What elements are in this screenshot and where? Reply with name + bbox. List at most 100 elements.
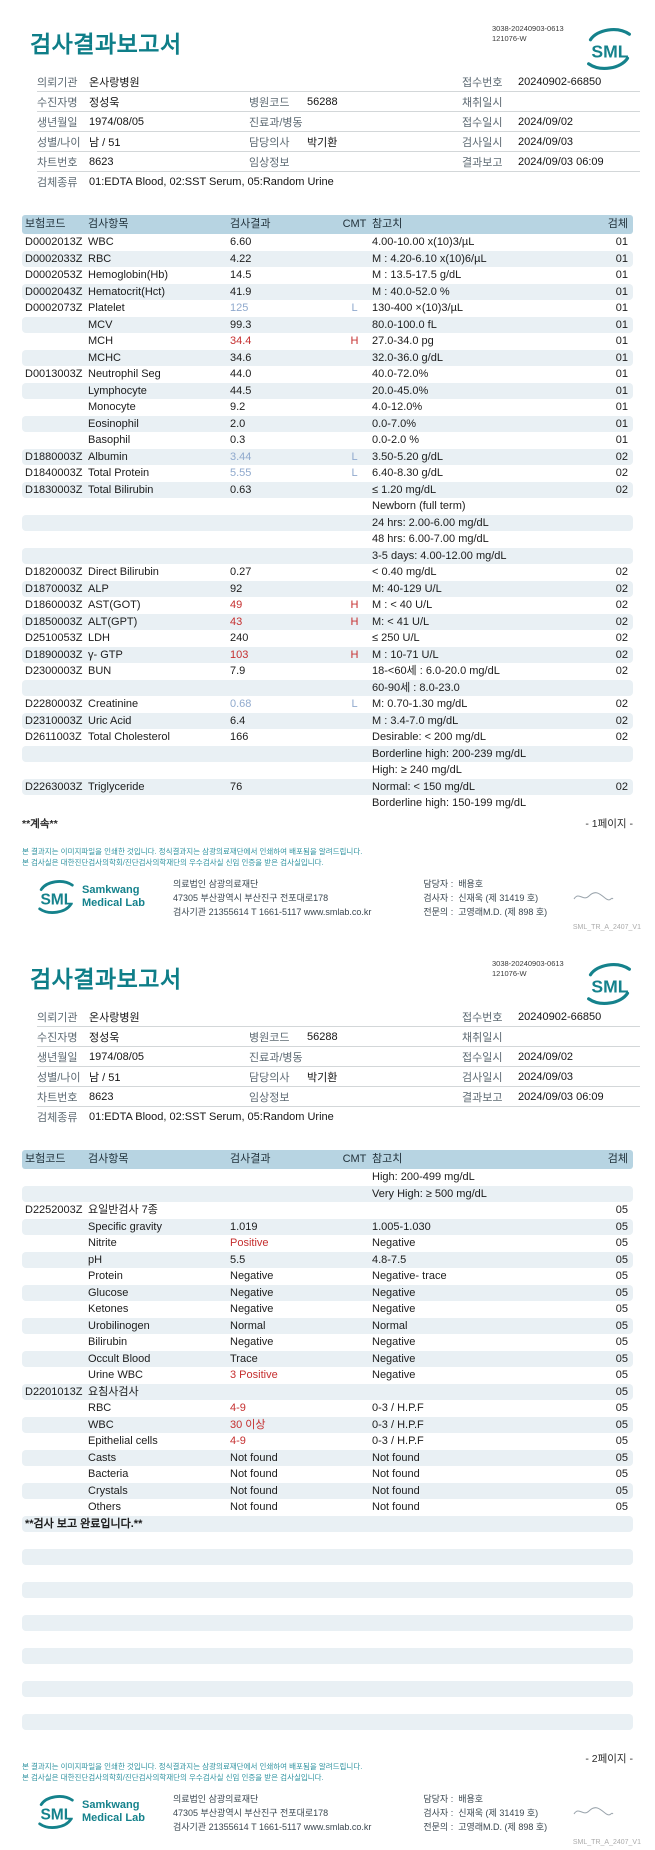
receipt-dt-label: 접수일시 xyxy=(462,1051,503,1064)
svg-text:SML: SML xyxy=(591,41,628,61)
chart-no-value: 8623 xyxy=(89,1090,114,1103)
examiner-signature xyxy=(573,1807,614,1816)
table-row xyxy=(22,1664,633,1681)
staff-info: 담당자 : 배용호 검사자 : 신재욱 (제 31419 호) 전문의 : 고영… xyxy=(423,877,614,919)
collection-dt-label: 채취일시 xyxy=(462,96,503,109)
notice-line-2: 본 검사실은 대한진단검사의학회/진단검사의학재단의 우수검사실 신임 인증을 … xyxy=(22,857,324,867)
table-row: D1890003Z γ- GTP 103 H M : 10-71 U/L 02 xyxy=(22,646,633,663)
table-row: D2280003Z Creatinine 0.68 L M: 0.70-1.30 mg/… xyxy=(25,698,628,710)
page-title: 검사결과보고서 xyxy=(30,966,182,992)
svg-text:SML: SML xyxy=(40,891,73,908)
sml-logo-mark: SML xyxy=(38,880,74,914)
table-row: Eosinophil 2.0 0.0-7.0% 01 xyxy=(22,415,633,432)
patient-info-row: 의뢰기관 온사랑병원 접수번호 20240902-66850 xyxy=(37,72,640,92)
brand-line-2: Medical Lab xyxy=(82,897,145,909)
manager-line: 담당자 : 배용호 xyxy=(423,879,484,889)
table-row: Lymphocyte 44.5 20.0-45.0% 01 xyxy=(22,382,633,399)
table-row: Newborn (full term) xyxy=(372,500,466,512)
col-insurance-code: 보험코드 xyxy=(25,1153,66,1165)
org-name: 의료법인 삼광의료재단 xyxy=(172,879,259,889)
brand-line-1: Samkwang xyxy=(82,884,140,896)
report-dt-label: 결과보고 xyxy=(462,1091,503,1104)
table-row: Crystals Not found Not found 05 xyxy=(22,1482,633,1499)
table-row: D0002033Z RBC 4.22 M : 4.20-6.10 x(10)6/µL 0… xyxy=(22,250,633,267)
table-row: D0013003Z Neutrophil Seg 44.0 40.0-72.0% 01 xyxy=(25,368,628,380)
table-row: D2201013Z 요침사검사 05 xyxy=(22,1383,633,1400)
svg-text:SML: SML xyxy=(40,1806,73,1823)
org-address: 47305 부산광역시 부산진구 전포대로178 xyxy=(172,1808,329,1818)
page-title: 검사결과보고서 xyxy=(30,31,182,57)
chart-no-label: 차트번호 xyxy=(37,156,78,169)
report-page-2: 검사결과보고서 3038-20240903-0613 121076-W SML … xyxy=(0,935,655,1850)
sex-age-label: 성별/나이 xyxy=(37,136,81,149)
clinical-info-label: 임상정보 xyxy=(249,156,290,169)
col-test-result: 검사결과 xyxy=(230,218,271,230)
table-row: Borderline high: 150-199 mg/dL xyxy=(372,797,527,809)
table-row: WBC 30 이상 0-3 / H.P.F 05 xyxy=(22,1416,633,1433)
svg-text:SML: SML xyxy=(591,976,628,996)
sml-footer-logo: SML Samkwang Medical Lab xyxy=(36,877,145,917)
barcode-line-2: 121076-W xyxy=(492,968,527,978)
report-dt-value: 2024/09/03 06:09 xyxy=(518,155,604,168)
col-cmt: CMT xyxy=(342,1153,367,1165)
test-dt-value: 2024/09/03 xyxy=(518,135,574,148)
receipt-no-label: 접수번호 xyxy=(462,1011,503,1024)
patient-info: 의뢰기관 온사랑병원 접수번호 20240902-66850 수진자명 정성욱 … xyxy=(37,72,640,191)
requesting-org-label: 의뢰기관 xyxy=(37,76,78,89)
patient-info-row: 생년월일 1974/08/05 진료과/병동 접수일시 2024/09/02 xyxy=(37,112,640,132)
report-page-1: 검사결과보고서 3038-20240903-0613 121076-W SML … xyxy=(0,24,655,932)
birth-date-label: 생년월일 xyxy=(37,116,78,129)
table-row: Bilirubin Negative Negative 05 xyxy=(88,1336,628,1348)
results-table-header: 보험코드 검사항목 검사결과 CMT 참고치 검체 xyxy=(22,1150,633,1169)
barcode-line-1: 3038-20240903-0613 xyxy=(492,24,564,33)
receipt-no-value: 20240902-66850 xyxy=(518,75,602,88)
table-row: pH 5.5 4.8-7.5 05 xyxy=(22,1251,633,1268)
table-row: 3-5 days: 4.00-12.00 mg/dL xyxy=(22,547,633,564)
table-row xyxy=(22,1730,633,1747)
table-row: D0002073Z Platelet 125 L 130-400 ×(10)3/µL 01 xyxy=(25,302,628,314)
report-dt-label: 결과보고 xyxy=(462,156,503,169)
table-row xyxy=(22,1548,633,1565)
continuation-line: **계속** - 1페이지 - xyxy=(22,816,633,831)
receipt-dt-value: 2024/09/02 xyxy=(518,1050,574,1063)
dept-ward-label: 진료과/병동 xyxy=(249,116,303,129)
patient-name-value: 정성욱 xyxy=(89,1031,120,1044)
footer-notices: 본 결과지는 이미지파일을 인쇄한 것입니다. 정식결과지는 삼광의료재단에서 … xyxy=(22,1761,655,1784)
table-row: Ketones Negative Negative 05 xyxy=(88,1303,628,1315)
sex-age-label: 성별/나이 xyxy=(37,1071,81,1084)
col-specimen: 검체 xyxy=(607,1153,628,1165)
barcode-text: 3038-20240903-0613 121076-W xyxy=(492,959,564,979)
results-table-header: 보험코드 검사항목 검사결과 CMT 참고치 검체 xyxy=(22,215,633,234)
table-row: RBC 4-9 0-3 / H.P.F 05 xyxy=(88,1402,628,1414)
page-number-label: - 2페이지 - xyxy=(585,1752,633,1765)
org-address: 47305 부산광역시 부산진구 전포대로178 xyxy=(172,893,329,903)
footer-org-row: SML Samkwang Medical Lab 의료법인 삼광의료재단 473… xyxy=(0,1792,655,1834)
page-footer: 본 결과지는 이미지파일을 인쇄한 것입니다. 정식결과지는 삼광의료재단에서 … xyxy=(0,846,655,932)
report-dt-value: 2024/09/03 06:09 xyxy=(518,1090,604,1103)
brand-name: Samkwang Medical Lab xyxy=(82,1799,145,1825)
table-row: D0002013Z WBC 6.60 4.00-10.00 x(10)3/µL 01 xyxy=(25,236,628,248)
receipt-no-value: 20240902-66850 xyxy=(518,1010,602,1023)
specimen-types-value: 01:EDTA Blood, 02:SST Serum, 05:Random U… xyxy=(89,175,334,188)
col-reference: 참고치 xyxy=(372,218,403,230)
notice-line-1: 본 결과지는 이미지파일을 인쇄한 것입니다. 정식결과지는 삼광의료재단에서 … xyxy=(22,846,363,856)
table-row xyxy=(22,1680,633,1697)
birth-date-label: 생년월일 xyxy=(37,1051,78,1064)
table-row: MCV 99.3 80.0-100.0 fL 01 xyxy=(22,316,633,333)
table-row xyxy=(22,1614,633,1631)
notice-line-1: 본 결과지는 이미지파일을 인쇄한 것입니다. 정식결과지는 삼광의료재단에서 … xyxy=(22,1761,363,1771)
results-table-body: High: 200-499 mg/dL Very High: ≥ 500 mg/d… xyxy=(22,1169,633,1747)
brand-line-1: Samkwang xyxy=(82,1799,140,1811)
doctor-label: 담당의사 xyxy=(249,136,290,149)
footer-org-row: SML Samkwang Medical Lab 의료법인 삼광의료재단 473… xyxy=(0,877,655,919)
requesting-org-value: 온사랑병원 xyxy=(89,76,140,89)
specialist-line: 전문의 : 고영래M.D. (제 898 호) xyxy=(423,907,548,917)
continue-note: **계속** xyxy=(22,817,58,830)
barcode-line-2: 121076-W xyxy=(492,33,527,43)
table-row: Urobilinogen Normal Normal 05 xyxy=(22,1317,633,1334)
org-name: 의료법인 삼광의료재단 xyxy=(172,1794,259,1804)
col-test-item: 검사항목 xyxy=(88,218,129,230)
table-row: Specific gravity 1.019 1.005-1.030 05 xyxy=(22,1218,633,1235)
dept-ward-label: 진료과/병동 xyxy=(249,1051,303,1064)
test-dt-label: 검사일시 xyxy=(462,136,503,149)
